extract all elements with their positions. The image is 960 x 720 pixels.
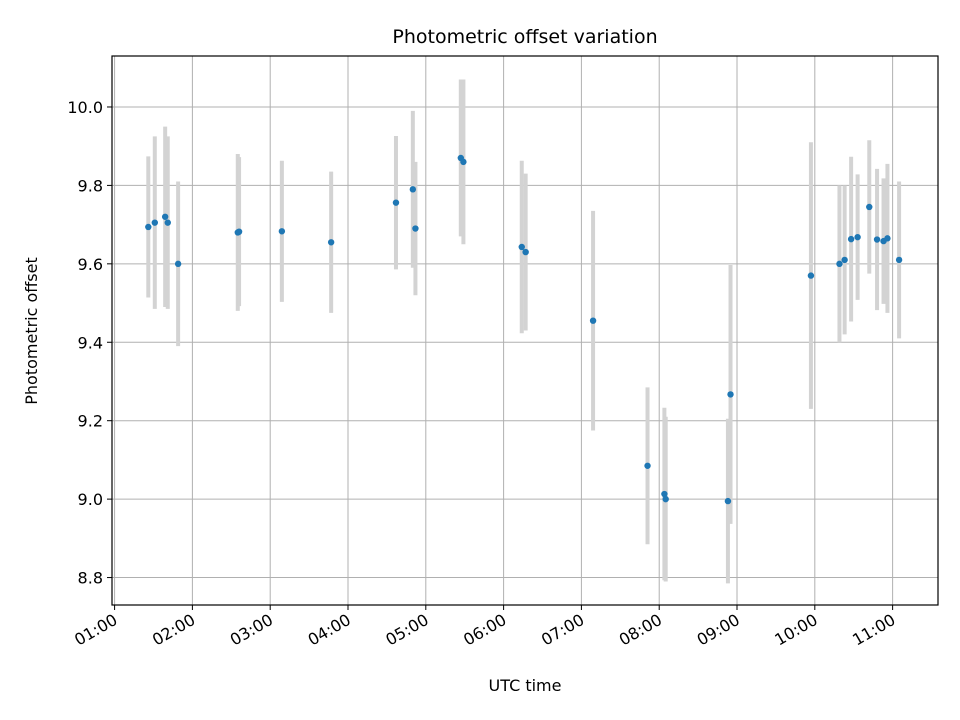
y-tick-label: 10.0 — [67, 98, 103, 117]
x-tick-label: 11:00 — [849, 610, 898, 650]
data-point — [873, 236, 881, 243]
chart-title: Photometric offset variation — [392, 26, 657, 48]
data-point — [847, 235, 855, 243]
data-point — [866, 203, 873, 211]
y-tick-label: 9.2 — [78, 412, 103, 431]
x-tick-label: 01:00 — [71, 610, 120, 650]
x-axis-title: UTC time — [489, 676, 562, 695]
y-tick-label: 9.4 — [78, 333, 103, 352]
data-point — [278, 228, 286, 235]
data-point — [327, 239, 335, 246]
x-tick-label: 05:00 — [382, 610, 431, 650]
data-point — [727, 391, 734, 398]
data-point — [724, 497, 732, 505]
y-tick-label: 9.0 — [78, 490, 103, 509]
data-point — [895, 256, 903, 264]
data-point — [661, 490, 668, 498]
data-point — [145, 223, 152, 231]
y-tick-label: 9.8 — [78, 176, 103, 195]
data-point — [522, 248, 529, 256]
data-point — [392, 199, 400, 206]
x-tick-label: 04:00 — [305, 610, 354, 650]
x-tick-label: 02:00 — [149, 610, 198, 650]
x-tick-label: 09:00 — [694, 610, 743, 650]
data-point — [518, 243, 525, 251]
x-tick-label: 10:00 — [771, 610, 820, 650]
data-point — [235, 228, 243, 235]
data-point — [662, 495, 669, 503]
x-tick-label: 07:00 — [538, 610, 587, 650]
data-point — [644, 462, 651, 469]
data-point — [164, 219, 171, 226]
x-tick-label: 08:00 — [616, 610, 665, 650]
plot-frame — [111, 55, 939, 606]
data-point — [151, 219, 158, 226]
data-point — [460, 158, 467, 166]
data-point — [807, 272, 815, 279]
errorbar-layer — [146, 79, 902, 584]
data-point — [841, 256, 848, 264]
data-point — [412, 225, 419, 232]
point-layer — [145, 154, 903, 505]
data-point — [174, 260, 182, 268]
data-point — [884, 235, 891, 242]
x-tick-label: 03:00 — [227, 610, 276, 650]
y-axis-title: Photometric offset — [22, 257, 41, 405]
data-point — [836, 260, 843, 268]
data-point — [161, 213, 169, 220]
x-tick-label: 06:00 — [460, 610, 509, 650]
data-point — [589, 317, 597, 324]
y-tick-label: 8.8 — [78, 569, 103, 588]
data-point — [409, 186, 417, 193]
y-tick-label: 9.6 — [78, 255, 103, 274]
data-point — [854, 233, 861, 241]
